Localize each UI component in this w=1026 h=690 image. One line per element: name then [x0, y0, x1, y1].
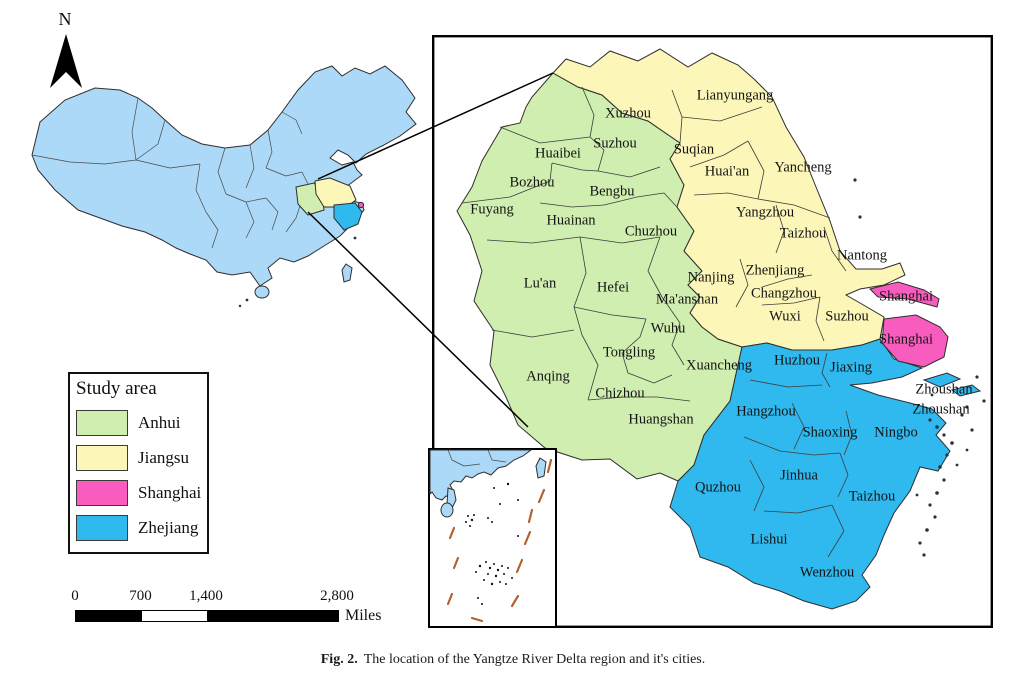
inset-hainan — [440, 502, 454, 518]
legend-swatch — [76, 479, 128, 506]
legend-label: Shanghai — [138, 482, 202, 502]
scale-segment — [207, 611, 338, 621]
caption-text: The location of the Yangtze River Delta … — [363, 652, 706, 667]
north-arrow-icon — [50, 34, 82, 88]
overview-shanghai — [357, 201, 365, 209]
legend-item: Anhui — [76, 409, 207, 436]
inset-china-coast — [429, 449, 533, 501]
north-label: N — [58, 9, 72, 29]
scale-segment — [76, 611, 142, 621]
legend-item: Zhejiang — [76, 514, 207, 541]
figure-caption: Fig. 2. The location of the Yangtze River… — [0, 652, 1026, 668]
china-overview-map — [31, 65, 417, 308]
inset-province-line — [447, 449, 481, 467]
south-china-sea-inset — [428, 448, 557, 628]
legend-swatch — [76, 409, 128, 436]
island-speck — [238, 304, 242, 308]
nine-dash-line — [446, 458, 553, 623]
scale-bar-track — [75, 610, 339, 622]
legend-item: Shanghai — [76, 479, 207, 506]
scale-tick-label: 2,800 — [320, 588, 354, 604]
inset-province-line — [487, 449, 507, 463]
taiwan-island — [341, 263, 353, 283]
region-shanghai-main — [881, 314, 949, 368]
legend-label: Jiangsu — [138, 447, 189, 467]
china-outline — [31, 65, 417, 287]
inset-taiwan — [535, 457, 547, 479]
region-jiangsu — [552, 48, 906, 351]
region-shanghai-chongming — [869, 281, 940, 308]
scale-bar-unit: Miles — [345, 607, 382, 624]
legend-label: Zhejiang — [138, 517, 199, 537]
scale-segment — [141, 611, 207, 621]
legend-title: Study area — [76, 378, 157, 399]
island-speck — [353, 236, 357, 240]
legend: Study area Anhui Jiangsu Shanghai Zhejiang — [68, 372, 209, 554]
caption-prefix: Fig. 2. — [320, 652, 358, 667]
scale-tick-label: 0 — [71, 588, 79, 604]
scale-bar: 0 700 1,400 2,800 Miles — [71, 588, 395, 630]
legend-label: Anhui — [138, 412, 181, 432]
legend-item: Jiangsu — [76, 444, 207, 471]
island-speck — [245, 298, 249, 302]
hainan-island — [254, 285, 270, 299]
legend-swatch — [76, 444, 128, 471]
legend-items: Anhui Jiangsu Shanghai Zhejiang — [76, 409, 207, 541]
legend-swatch — [76, 514, 128, 541]
inset-islands — [465, 482, 519, 605]
scale-tick-label: 700 — [129, 588, 152, 604]
scale-tick-label: 1,400 — [189, 588, 223, 604]
coastal-islets — [853, 178, 974, 557]
zhoushan-islands — [922, 372, 986, 409]
